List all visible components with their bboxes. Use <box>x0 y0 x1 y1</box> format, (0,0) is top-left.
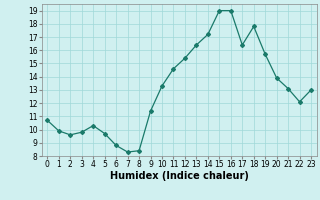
X-axis label: Humidex (Indice chaleur): Humidex (Indice chaleur) <box>110 171 249 181</box>
